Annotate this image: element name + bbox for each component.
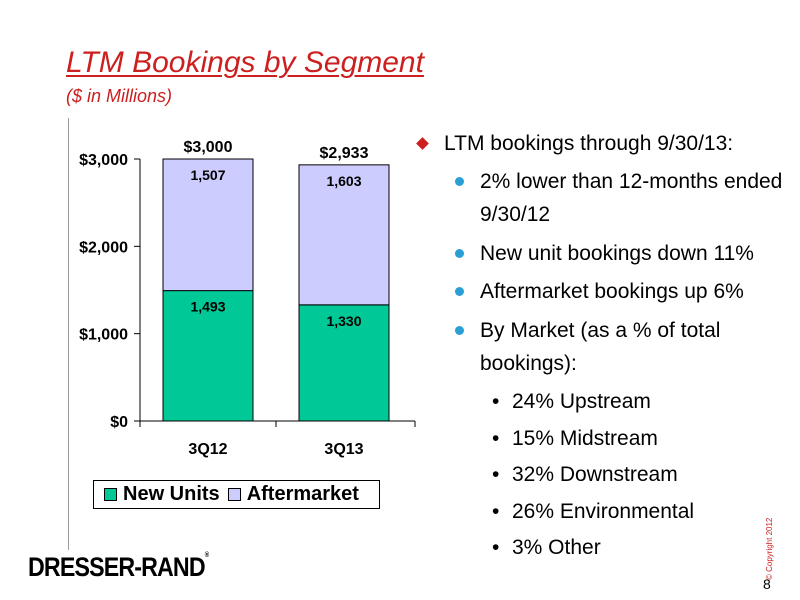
market-item-text: 24% Upstream xyxy=(512,390,651,414)
bullet-heading-text: LTM bookings through 9/30/13: xyxy=(444,132,734,155)
y-tick-label: $2,000 xyxy=(79,239,128,256)
bullet-item: By Market (as a % of total bookings): xyxy=(414,314,784,381)
bullet-item: Aftermarket bookings up 6% xyxy=(414,275,784,309)
legend-label-new-units: New Units xyxy=(123,483,220,505)
legend-swatch-new-units xyxy=(104,488,117,501)
bar-value-label: 1,493 xyxy=(190,299,225,315)
company-logo: DRESSER-RAND® xyxy=(28,552,209,583)
dot-bullet-icon xyxy=(455,325,464,335)
bar-value-label: 1,507 xyxy=(190,167,225,183)
market-item: • 3% Other xyxy=(414,532,784,564)
logo-text: DRESSER-RAND xyxy=(28,552,206,582)
legend-swatch-aftermarket xyxy=(227,488,241,501)
small-bullet-icon: • xyxy=(492,390,500,414)
market-item: • 24% Upstream xyxy=(414,386,784,418)
bullet-item-text: By Market (as a % of total bookings): xyxy=(480,318,721,376)
bar-total-label: $2,933 xyxy=(320,145,369,162)
small-bullet-icon: • xyxy=(492,426,500,450)
x-tick-label: 3Q13 xyxy=(324,441,363,458)
bullet-item-text: Aftermarket bookings up 6% xyxy=(480,280,744,304)
dot-bullet-icon xyxy=(455,176,464,186)
small-bullet-icon: • xyxy=(492,463,500,487)
bullet-item-text: 2% lower than 12-months ended 9/30/12 xyxy=(480,169,783,227)
bar-segment xyxy=(298,164,390,306)
legend-label-aftermarket: Aftermarket xyxy=(246,483,359,505)
bullet-item-text: New unit bookings down 11% xyxy=(480,241,754,265)
bar-segment xyxy=(298,304,390,422)
slide-title: LTM Bookings by Segment xyxy=(66,46,424,79)
x-tick-label: 3Q12 xyxy=(188,441,227,458)
dot-bullet-icon xyxy=(455,248,464,258)
legend-item-aftermarket: Aftermarket xyxy=(227,483,359,506)
divider-line xyxy=(68,118,69,550)
dot-bullet-icon xyxy=(455,287,464,297)
market-item: • 15% Midstream xyxy=(414,423,784,455)
bar-value-label: 1,330 xyxy=(326,313,361,329)
bullet-heading: LTM bookings through 9/30/13: xyxy=(414,128,784,160)
legend-item-new-units: New Units xyxy=(104,483,220,506)
market-item-text: 3% Other xyxy=(512,536,601,560)
small-bullet-icon: • xyxy=(492,536,500,560)
market-item: • 32% Downstream xyxy=(414,459,784,491)
bar-total-label: $3,000 xyxy=(184,139,233,156)
market-item-text: 26% Environmental xyxy=(512,499,695,523)
y-tick-label: $1,000 xyxy=(79,327,128,344)
slide-subtitle: ($ in Millions) xyxy=(66,86,173,106)
bullet-item: 2% lower than 12-months ended 9/30/12 xyxy=(414,165,784,232)
market-item-text: 32% Downstream xyxy=(512,463,678,487)
y-tick-label: $0 xyxy=(110,414,128,431)
market-item: • 26% Environmental xyxy=(414,496,784,528)
logo-registered-mark: ® xyxy=(204,552,210,559)
bullet-list: LTM bookings through 9/30/13: 2% lower t… xyxy=(414,128,784,564)
chart-legend: New Units Aftermarket xyxy=(93,480,380,509)
market-item-text: 15% Midstream xyxy=(512,426,658,450)
copyright-notice: © Copyright 2012 xyxy=(765,517,774,580)
diamond-bullet-icon xyxy=(416,137,429,150)
bar-segment xyxy=(162,158,254,292)
small-bullet-icon: • xyxy=(492,499,500,523)
bar-value-label: 1,603 xyxy=(326,173,361,189)
y-tick-label: $3,000 xyxy=(79,152,128,169)
bullet-item: New unit bookings down 11% xyxy=(414,237,784,271)
page-number: 8 xyxy=(763,576,771,592)
